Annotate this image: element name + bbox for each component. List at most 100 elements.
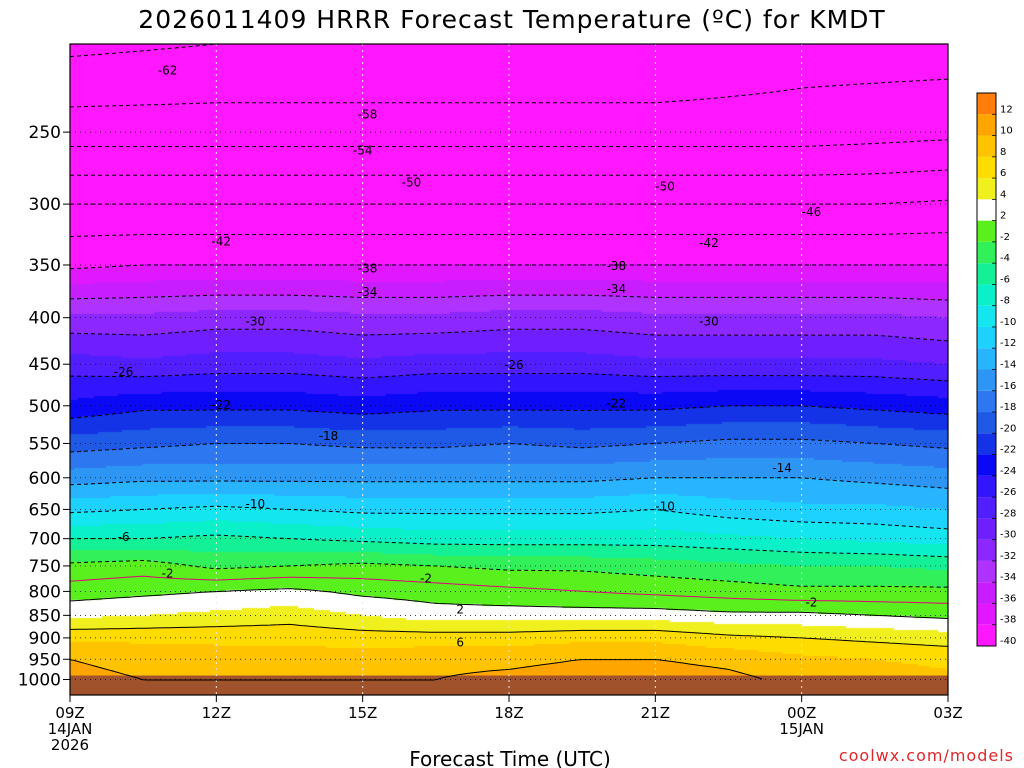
x-tick-label: 18Z [494,704,523,722]
contour-label: -38 [358,261,378,275]
colorbar-label: -18 [1000,402,1016,413]
contour-label: -18 [319,429,339,443]
y-tick-label: 450 [29,355,61,375]
colorbar-swatch [977,241,996,264]
contour-label: -42 [211,235,231,249]
contour-label: -22 [607,396,627,410]
colorbar-swatch [977,263,996,285]
colorbar-label: -12 [1000,338,1016,349]
colorbar-label: 2 [1000,211,1006,222]
contour-label: -26 [504,358,524,372]
y-tick-label: 350 [29,256,61,276]
colorbar-swatch [977,156,996,179]
y-tick-label: 900 [29,629,61,649]
axes: 250 300 350 400 450 500 550 600 650 700 750 800 850 9… [18,123,963,754]
colorbar-swatch [977,369,996,391]
y-tick-label: 850 [29,606,61,626]
colorbar-label: -8 [1000,296,1010,307]
x-axis-label: Forecast Time (UTC) [409,747,611,768]
colorbar-swatch [977,560,996,583]
y-tick-label: 750 [29,557,61,577]
plot-area: -62-58-54-50 -50-46-42 -42-38 -38-34 -34-30-… [69,43,949,696]
y-tick-label: 600 [29,469,61,489]
contour-label: -38 [607,259,627,273]
colorbar: 12 10 8 6 4 2 -2 -4 -6 -8 -10 -12 -14 -16 -18 -20 -22 -24… [976,92,1016,647]
colorbar-label: 6 [1000,168,1006,179]
contour-label: -22 [211,398,231,412]
colorbar-swatch [977,539,996,561]
y-tick-label: 550 [29,434,61,454]
y-tick-label: 250 [29,123,61,143]
colorbar-label: -4 [1000,253,1010,264]
colorbar-swatch [977,284,996,306]
isotherm-contour [69,575,949,604]
isotherm-contour [69,659,763,681]
colorbar-swatch [977,624,996,646]
contour-label: -46 [802,205,822,219]
colorbar-label: 10 [1000,126,1013,137]
colorbar-swatch [977,582,996,604]
contour-label: -2 [162,567,174,581]
contour-label: -6 [118,530,130,544]
colorbar-swatch [977,220,996,242]
y-tick-label: 800 [29,582,61,602]
contour-label: 6 [456,635,464,649]
x-tick-label: 15JAN [779,720,824,738]
y-tick-label: 400 [29,309,61,329]
x-tick-label: 09Z [55,704,84,722]
isotherm-contour [69,588,949,620]
chart-title: 2026011409 HRRR Forecast Temperature (ºC… [138,5,885,34]
credit-text: coolwx.com/models [839,746,1014,765]
colorbar-swatch [977,518,996,540]
x-tick-label: 00Z [787,704,816,722]
colorbar-label: -14 [1000,360,1016,371]
colorbar-swatch [977,412,996,434]
contour-label: -2 [805,596,817,610]
y-tick-label: 1000 [18,671,61,691]
colorbar-swatch [977,93,996,115]
colorbar-swatch [977,305,996,327]
x-tick-label: 2026 [51,736,89,754]
colorbar-label: 8 [1000,147,1006,158]
y-tick-label: 500 [29,397,61,417]
y-tick-label: 650 [29,500,61,520]
contour-label: -30 [699,315,719,329]
contour-label: -10 [655,499,675,513]
colorbar-label: 4 [1000,189,1006,200]
colorbar-swatch [977,433,996,455]
colorbar-label: -30 [1000,530,1016,541]
contour-label: -58 [358,107,378,121]
colorbar-label: -10 [1000,317,1016,328]
contour-label: -50 [402,175,422,189]
contour-label: -34 [358,285,378,299]
y-tick-label: 950 [29,650,61,670]
contour-label: -10 [246,497,266,511]
colorbar-label: -26 [1000,487,1016,498]
colorbar-label: -22 [1000,445,1016,456]
x-tick-label: 15Z [348,704,377,722]
contour-label: 2 [456,603,464,617]
contour-label: -50 [655,180,675,194]
colorbar-swatch [977,326,996,349]
colorbar-swatch [977,135,996,157]
isotherm-contour [69,405,949,419]
colorbar-label: -16 [1000,381,1016,392]
colorbar-swatch [977,475,996,498]
contour-label: -42 [699,236,719,250]
colorbar-label: -28 [1000,508,1016,519]
colorbar-label: -40 [1000,636,1016,647]
colorbar-label: -38 [1000,615,1016,626]
colorbar-label: -24 [1000,466,1016,477]
x-tick-label: 12Z [202,704,231,722]
isotherm-contour [70,623,949,647]
x-tick-label: 21Z [641,704,670,722]
contour-label: -2 [420,571,432,585]
y-tick-label: 700 [29,530,61,550]
colorbar-label: -32 [1000,551,1016,562]
colorbar-label: -2 [1000,232,1010,243]
x-tick-label: 03Z [933,704,962,722]
colorbar-swatch [977,603,996,625]
colorbar-swatch [977,454,996,476]
colorbar-label: 12 [1000,104,1013,115]
